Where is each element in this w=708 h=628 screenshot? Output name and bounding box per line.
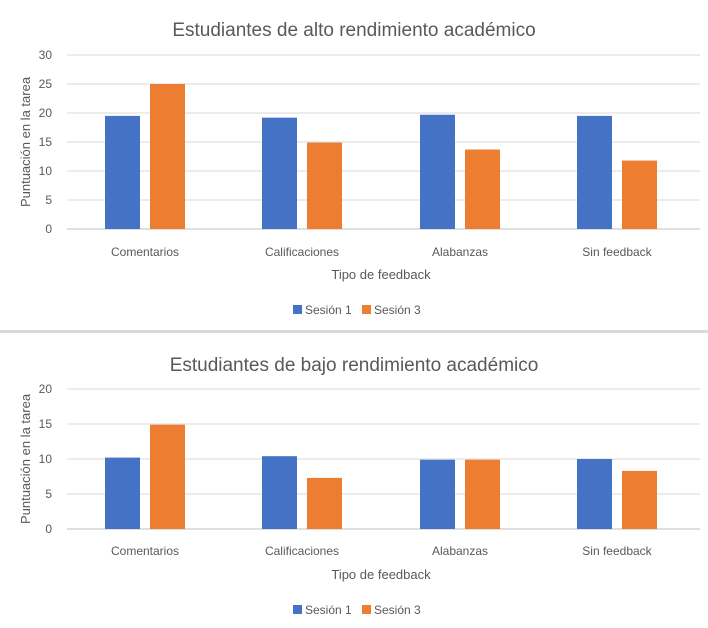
y-tick-label: 30 <box>39 48 53 62</box>
legend-label: Sesión 3 <box>374 303 421 317</box>
y-axis-label: Puntuación en la tarea <box>18 76 33 207</box>
chart-title: Estudiantes de bajo rendimiento académic… <box>170 355 539 376</box>
bar-sesion-3 <box>307 477 342 529</box>
x-tick-label: Calificaciones <box>265 544 339 558</box>
bar-sesion-3 <box>465 459 500 529</box>
bar-sesion-1 <box>420 459 455 529</box>
bar-sesion-1 <box>105 457 140 529</box>
legend-label: Sesión 3 <box>374 603 421 617</box>
y-tick-label: 0 <box>45 222 52 236</box>
bar-sesion-3 <box>150 84 185 229</box>
x-tick-label: Calificaciones <box>265 245 339 259</box>
bar-sesion-1 <box>577 459 612 529</box>
y-tick-label: 5 <box>45 193 52 207</box>
legend-swatch <box>293 305 302 314</box>
legend-swatch <box>293 605 302 614</box>
legend-swatch <box>362 305 371 314</box>
chart-low-achievers: Estudiantes de bajo rendimiento académic… <box>0 333 708 628</box>
bar-sesion-3 <box>622 470 657 529</box>
chart-low-achievers-svg: Estudiantes de bajo rendimiento académic… <box>18 355 700 617</box>
legend-swatch <box>362 605 371 614</box>
bar-sesion-3 <box>307 142 342 229</box>
bar-sesion-3 <box>150 424 185 529</box>
x-axis-label: Tipo de feedback <box>331 567 431 582</box>
x-tick-label: Sin feedback <box>582 245 652 259</box>
bar-sesion-1 <box>577 115 612 229</box>
y-axis-label: Puntuación en la tarea <box>18 393 33 524</box>
chart-high-achievers: Estudiantes de alto rendimiento académic… <box>18 20 700 317</box>
bar-sesion-1 <box>262 456 297 529</box>
x-tick-label: Comentarios <box>111 544 179 558</box>
y-tick-label: 0 <box>45 522 52 536</box>
bar-sesion-1 <box>105 115 140 229</box>
bar-sesion-3 <box>465 149 500 229</box>
x-tick-label: Alabanzas <box>432 245 488 259</box>
chart-divider <box>0 330 708 333</box>
legend-label: Sesión 1 <box>305 303 352 317</box>
y-tick-label: 10 <box>39 164 53 178</box>
y-tick-label: 15 <box>39 417 53 431</box>
y-tick-label: 5 <box>45 487 52 501</box>
chart-high-achievers-svg: Estudiantes de alto rendimiento académic… <box>18 20 700 317</box>
y-tick-label: 25 <box>39 77 53 91</box>
y-tick-label: 20 <box>39 106 53 120</box>
x-axis-label: Tipo de feedback <box>331 267 431 282</box>
x-tick-label: Comentarios <box>111 245 179 259</box>
bar-sesion-1 <box>420 114 455 229</box>
y-tick-label: 15 <box>39 135 53 149</box>
chart-title: Estudiantes de alto rendimiento académic… <box>172 20 535 41</box>
legend-label: Sesión 1 <box>305 603 352 617</box>
x-tick-label: Alabanzas <box>432 544 488 558</box>
x-tick-label: Sin feedback <box>582 544 652 558</box>
bar-sesion-1 <box>262 117 297 229</box>
bar-sesion-3 <box>622 160 657 229</box>
y-tick-label: 10 <box>39 452 53 466</box>
y-tick-label: 20 <box>39 382 53 396</box>
